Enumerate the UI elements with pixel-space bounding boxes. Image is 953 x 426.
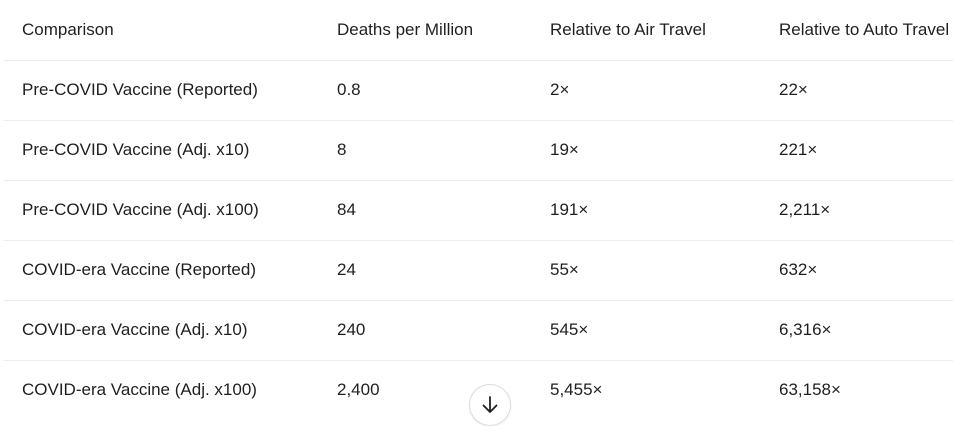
cell-relative-air: 2× — [532, 60, 761, 121]
table-header-row: Comparison Deaths per Million Relative t… — [4, 0, 953, 61]
table-row: COVID-era Vaccine (Adj. x100) 2,400 5,45… — [4, 360, 953, 420]
cell-comparison: COVID-era Vaccine (Adj. x100) — [22, 380, 257, 400]
comparison-table: Comparison Deaths per Million Relative t… — [4, 0, 953, 420]
header-relative-auto: Relative to Auto Travel — [761, 0, 953, 61]
arrow-down-icon — [479, 394, 501, 416]
cell-comparison: Pre-COVID Vaccine (Adj. x100) — [4, 180, 319, 241]
scroll-to-bottom-button[interactable] — [469, 384, 511, 426]
cell-deaths: 84 — [319, 180, 532, 241]
cell-deaths: 240 — [319, 300, 532, 361]
cell-relative-auto: 22× — [761, 60, 953, 121]
table-row: Pre-COVID Vaccine (Adj. x100) 84 191× 2,… — [4, 180, 953, 241]
cell-deaths: 8 — [319, 120, 532, 181]
cell-comparison: COVID-era Vaccine (Reported) — [4, 240, 319, 301]
comparison-table-container: Comparison Deaths per Million Relative t… — [4, 0, 953, 423]
table-row: COVID-era Vaccine (Reported) 24 55× 632× — [4, 240, 953, 301]
cell-relative-auto: 2,211× — [761, 180, 953, 241]
cell-deaths: 2,400 — [337, 380, 380, 400]
cell-deaths: 0.8 — [319, 60, 532, 121]
cell-comparison: Pre-COVID Vaccine (Adj. x10) — [4, 120, 319, 181]
table-row: Pre-COVID Vaccine (Reported) 0.8 2× 22× — [4, 60, 953, 121]
cell-relative-auto: 221× — [761, 120, 953, 181]
cell-relative-air: 5,455× — [550, 380, 603, 400]
cell-relative-auto: 63,158× — [779, 380, 841, 400]
header-relative-air: Relative to Air Travel — [532, 0, 761, 61]
cell-relative-air: 55× — [532, 240, 761, 301]
cell-relative-air: 19× — [532, 120, 761, 181]
cell-relative-air: 545× — [532, 300, 761, 361]
cell-deaths: 24 — [319, 240, 532, 301]
header-comparison: Comparison — [4, 0, 319, 61]
cell-comparison: COVID-era Vaccine (Adj. x10) — [4, 300, 319, 361]
table-row: Pre-COVID Vaccine (Adj. x10) 8 19× 221× — [4, 120, 953, 181]
table-row: COVID-era Vaccine (Adj. x10) 240 545× 6,… — [4, 300, 953, 361]
header-deaths-per-million: Deaths per Million — [319, 0, 532, 61]
cell-relative-auto: 6,316× — [761, 300, 953, 361]
cell-relative-auto: 632× — [761, 240, 953, 301]
cell-relative-air: 191× — [532, 180, 761, 241]
cell-comparison: Pre-COVID Vaccine (Reported) — [4, 60, 319, 121]
